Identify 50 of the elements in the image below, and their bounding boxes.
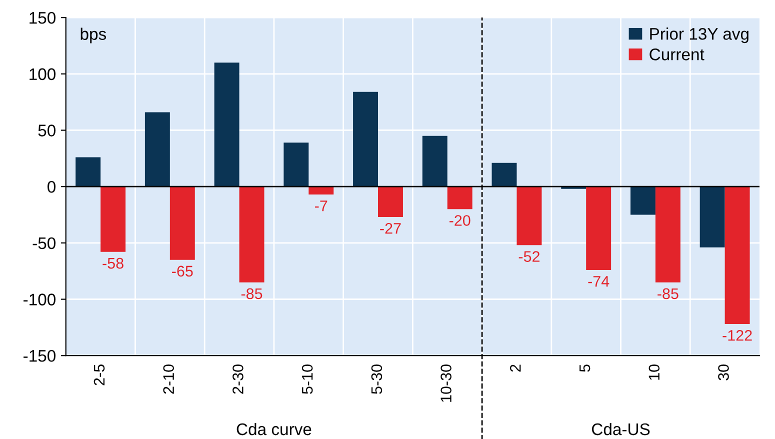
text: Cda-US — [592, 422, 650, 436]
bar — [447, 186, 472, 210]
bar — [170, 186, 195, 260]
data-label: -65 — [172, 266, 193, 277]
data-label: -74 — [588, 276, 610, 287]
y-tick-label: 150 — [30, 12, 56, 24]
data-label: -20 — [449, 215, 470, 226]
bar — [492, 162, 517, 187]
bar — [655, 186, 680, 282]
x-tick-label: 2-10 — [163, 364, 174, 394]
x-tick-label: 5 — [580, 364, 590, 372]
bar — [214, 62, 240, 187]
legend-label: Prior 13Y avg — [650, 28, 748, 44]
bar — [630, 186, 656, 215]
x-tick-label: 2-5 — [94, 364, 105, 386]
bar — [378, 186, 403, 217]
x-tick-label: 30 — [718, 364, 729, 380]
y-tick-label: 100 — [30, 68, 56, 80]
data-label: -27 — [380, 222, 401, 234]
data-label: -7 — [315, 200, 328, 212]
bar — [284, 142, 309, 187]
data-label: -52 — [518, 251, 540, 262]
x-tick-label: 2-30 — [232, 364, 244, 394]
bar — [76, 157, 101, 187]
bar — [516, 186, 542, 246]
bar — [586, 186, 612, 270]
x-tick-label: 5-10 — [302, 364, 313, 394]
legend-label: Current — [650, 48, 704, 60]
data-label: -85 — [241, 288, 262, 300]
bar — [724, 186, 750, 324]
y-tick-label: 0 — [48, 180, 56, 193]
x-tick-label: 5-30 — [371, 364, 382, 394]
data-label: -85 — [658, 288, 678, 300]
y-tick-label: -100 — [24, 294, 56, 306]
y-tick-label: -50 — [32, 237, 56, 250]
bar — [700, 186, 725, 248]
data-label: -58 — [102, 258, 124, 269]
text: Cda curve — [236, 422, 312, 436]
y-tick-label: 50 — [38, 124, 56, 136]
x-tick-label: 2 — [510, 364, 521, 372]
bar — [144, 112, 170, 187]
bar — [422, 136, 448, 187]
y-tick-label: -150 — [24, 350, 56, 362]
bar — [239, 186, 264, 282]
x-tick-label: 10 — [648, 364, 660, 380]
bar — [100, 186, 126, 252]
x-tick-label: 10-30 — [440, 364, 452, 402]
bar — [353, 92, 378, 187]
annotation: bps — [80, 28, 106, 44]
data-label: -122 — [722, 330, 752, 341]
